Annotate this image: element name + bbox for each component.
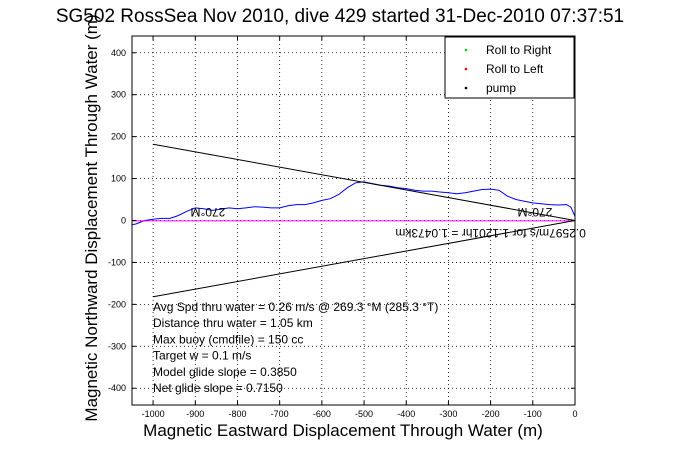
y-tick-labels: -400 -300 -200 -100 0 100 200 300 400 bbox=[108, 48, 126, 393]
stats-line-3: Target w = 0.1 m/s bbox=[153, 349, 251, 363]
legend-label-2: pump bbox=[486, 81, 516, 95]
legend-marker-1 bbox=[464, 67, 468, 71]
legend-label-0: Roll to Right bbox=[486, 43, 552, 57]
stats-line-4: Model glide slope = 0.3850 bbox=[153, 365, 297, 379]
stats-text: Avg Spd thru water = 0.26 m/s @ 269.3 °M… bbox=[153, 300, 438, 395]
stats-line-1: Distance thru water = 1.05 km bbox=[153, 316, 313, 330]
series-line-0 bbox=[131, 181, 576, 226]
stats-line-2: Max buoy (cmdfile) = 150 cc bbox=[153, 332, 303, 346]
chart-title: SG502 RossSea Nov 2010, dive 429 started… bbox=[56, 6, 624, 27]
y-tick-label: -200 bbox=[108, 299, 126, 309]
x-tick-label: -700 bbox=[271, 409, 289, 419]
x-tick-label: -1000 bbox=[142, 409, 165, 419]
annotations: 270°M 270°M 0.2597m/s for 1.1201hr = 1.047… bbox=[191, 205, 586, 240]
x-tick-label: -500 bbox=[355, 409, 373, 419]
y-axis-label: Magnetic Northward Displacement Through … bbox=[82, 14, 101, 421]
x-tick-label: -600 bbox=[313, 409, 331, 419]
stats-line-0: Avg Spd thru water = 0.26 m/s @ 269.3 °M… bbox=[153, 300, 438, 314]
legend-marker-0 bbox=[464, 48, 468, 52]
x-tick-label: -800 bbox=[228, 409, 246, 419]
annotation-0: 270°M bbox=[191, 205, 226, 219]
legend: Roll to Right Roll to Left pump bbox=[444, 36, 575, 99]
y-tick-label: -300 bbox=[108, 341, 126, 351]
y-tick-label: 400 bbox=[111, 48, 126, 58]
y-tick-label: 200 bbox=[111, 132, 126, 142]
y-tick-label: 0 bbox=[121, 216, 126, 226]
stats-line-5: Net glide slope = 0.7150 bbox=[153, 381, 283, 395]
series-line-2 bbox=[153, 143, 576, 221]
x-tick-labels: -1000 -900 -800 -700 -600 -500 -400 -300 -200 -10… bbox=[142, 409, 578, 419]
annotation-2: 0.2597m/s for 1.1201hr = 1.0473km bbox=[395, 226, 585, 240]
series-layer bbox=[131, 143, 576, 298]
x-tick-label: -300 bbox=[439, 409, 457, 419]
tick-marks bbox=[132, 36, 576, 405]
x-tick-label: 0 bbox=[572, 409, 577, 419]
y-tick-label: 100 bbox=[111, 174, 126, 184]
x-tick-label: -900 bbox=[186, 409, 204, 419]
series-line-3 bbox=[153, 220, 576, 298]
annotation-1: 270°M bbox=[518, 205, 553, 219]
y-tick-label: -100 bbox=[108, 257, 126, 267]
x-tick-label: -100 bbox=[524, 409, 542, 419]
x-axis-label: Magnetic Eastward Displacement Through W… bbox=[143, 421, 543, 440]
y-tick-label: 300 bbox=[111, 90, 126, 100]
legend-label-1: Roll to Left bbox=[486, 62, 544, 76]
legend-marker-2 bbox=[464, 86, 468, 90]
y-tick-label: -400 bbox=[108, 383, 126, 393]
x-tick-label: -200 bbox=[482, 409, 500, 419]
x-tick-label: -400 bbox=[397, 409, 415, 419]
